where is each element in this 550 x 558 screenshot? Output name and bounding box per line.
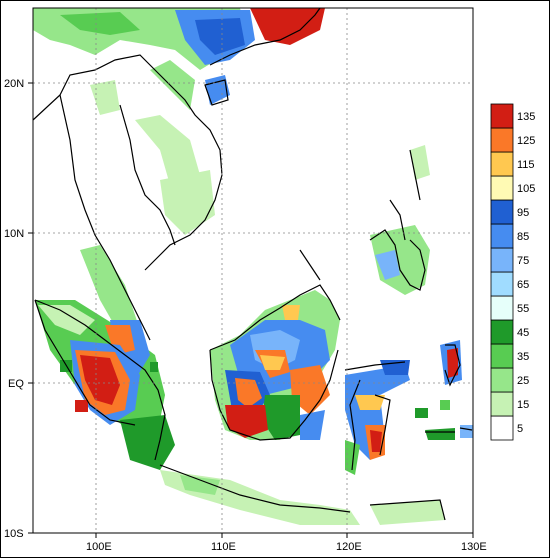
lon-tick-label: 100E	[86, 541, 112, 553]
legend-label: 35	[517, 351, 529, 363]
legend-label: 15	[517, 399, 529, 411]
lat-axis: 20N 10N EQ 10S	[4, 78, 24, 540]
legend-swatch	[490, 367, 514, 393]
legend-label: 65	[517, 279, 529, 291]
legend-swatch	[490, 295, 514, 321]
legend-label: 75	[517, 255, 529, 267]
tick-marks	[28, 82, 474, 538]
color-legend: 5 15 25 35 45 55 65 75 85 95 105 115 125 135	[490, 103, 535, 441]
legend-label: 25	[517, 375, 529, 387]
lat-tick-label: 20N	[4, 78, 24, 90]
legend-swatch	[490, 415, 514, 441]
legend-swatch	[490, 151, 514, 177]
graticule	[33, 8, 473, 533]
precip-shading	[33, 8, 473, 525]
legend-swatch	[490, 223, 514, 249]
lon-axis: 100E 110E 120E 130E	[86, 541, 487, 553]
legend-swatch	[490, 175, 514, 201]
coastlines	[33, 8, 473, 521]
legend-swatch	[490, 103, 514, 129]
lon-tick-label: 110E	[211, 541, 236, 553]
legend-label: 85	[517, 231, 529, 243]
legend-label: 5	[517, 423, 523, 435]
legend-label: 115	[517, 159, 535, 171]
legend-label: 45	[517, 327, 529, 339]
legend-swatch	[490, 199, 514, 225]
legend-swatch	[490, 127, 514, 153]
lat-tick-label: 10S	[4, 528, 24, 540]
lat-tick-label: EQ	[8, 378, 24, 390]
lon-tick-label: 130E	[461, 541, 487, 553]
lon-tick-label: 120E	[336, 541, 362, 553]
legend-swatch	[490, 343, 514, 369]
legend-swatch	[490, 271, 514, 297]
lat-tick-label: 10N	[4, 228, 24, 240]
legend-label: 125	[517, 135, 535, 147]
legend-swatch	[490, 319, 514, 345]
legend-label: 55	[517, 303, 529, 315]
legend-label: 105	[517, 183, 535, 195]
plot-border	[32, 7, 474, 534]
legend-label: 95	[517, 207, 529, 219]
legend-swatch	[490, 247, 514, 273]
legend-label: 135	[517, 111, 535, 123]
legend-swatch	[490, 391, 514, 417]
